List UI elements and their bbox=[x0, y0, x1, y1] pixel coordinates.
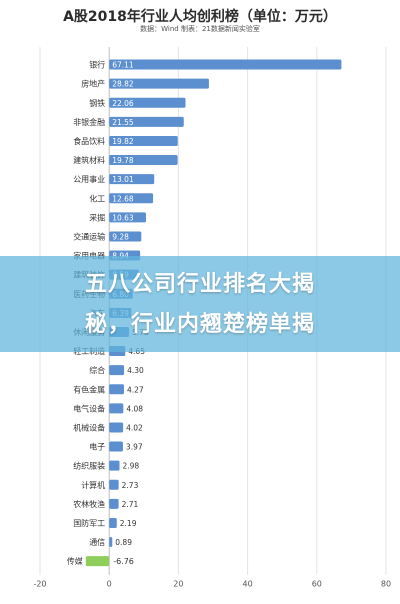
bar bbox=[109, 135, 178, 146]
category-label: 机械设备 bbox=[73, 422, 105, 432]
x-tick-label: 20 bbox=[173, 580, 183, 589]
data-label: 10.63 bbox=[112, 213, 134, 222]
category-label: 通信 bbox=[89, 537, 105, 547]
x-tick-label: -20 bbox=[33, 580, 46, 589]
bar bbox=[109, 365, 125, 376]
bar bbox=[109, 155, 178, 166]
bar bbox=[109, 517, 117, 528]
x-tick-label: 40 bbox=[243, 580, 253, 589]
chart-title: A股2018年行业人均创利榜（单位：万元） bbox=[63, 9, 337, 25]
bar bbox=[109, 231, 142, 242]
category-label: 电气设备 bbox=[73, 403, 105, 413]
category-label: 交通运输 bbox=[73, 231, 105, 241]
data-label: 2.98 bbox=[123, 462, 140, 471]
bar bbox=[109, 193, 154, 204]
data-label: 12.68 bbox=[112, 194, 134, 203]
category-label: 建筑材料 bbox=[73, 155, 105, 165]
bar bbox=[109, 174, 155, 185]
data-label: 4.30 bbox=[127, 366, 144, 375]
data-label: 4.08 bbox=[126, 404, 143, 413]
overlay-banner: 五八公司行业排名大揭 秘，行业内翘楚榜单揭 bbox=[0, 256, 400, 352]
category-label: 钢铁 bbox=[89, 98, 105, 108]
data-label: -6.76 bbox=[113, 557, 134, 566]
category-label: 化工 bbox=[89, 193, 105, 203]
category-label: 采掘 bbox=[89, 212, 105, 222]
data-label: 28.82 bbox=[112, 80, 134, 89]
data-label: 19.78 bbox=[112, 156, 134, 165]
data-label: 0.89 bbox=[115, 538, 132, 547]
category-label: 传媒 bbox=[67, 556, 83, 566]
data-label: 13.01 bbox=[112, 175, 134, 184]
category-label: 非银金融 bbox=[73, 117, 105, 127]
data-label: 22.06 bbox=[112, 99, 134, 108]
bar bbox=[109, 460, 120, 471]
bar bbox=[109, 498, 119, 509]
data-label: 4.02 bbox=[126, 423, 143, 432]
bar bbox=[109, 59, 342, 70]
data-label: 19.82 bbox=[112, 137, 134, 146]
bar bbox=[109, 537, 113, 548]
bar bbox=[109, 479, 119, 490]
data-label: 21.55 bbox=[112, 118, 134, 127]
data-label: 2.19 bbox=[120, 519, 137, 528]
data-label: 3.97 bbox=[126, 443, 143, 452]
data-label: 2.73 bbox=[122, 481, 139, 490]
data-label: 9.28 bbox=[112, 232, 129, 241]
banner-headline-line1: 五八公司行业排名大揭 bbox=[84, 272, 315, 297]
category-label: 综合 bbox=[89, 365, 105, 375]
bar bbox=[109, 97, 186, 108]
category-label: 农林牧渔 bbox=[73, 499, 105, 509]
data-label: 67.11 bbox=[112, 61, 134, 70]
category-label: 房地产 bbox=[81, 79, 105, 89]
category-label: 食品饮料 bbox=[73, 136, 105, 146]
category-label: 纺织服装 bbox=[73, 461, 105, 471]
banner-headline-line2: 秘，行业内翘楚榜单揭 bbox=[84, 312, 315, 337]
x-tick-label: 0 bbox=[107, 580, 112, 589]
x-tick-label: 60 bbox=[312, 580, 322, 589]
category-label: 公用事业 bbox=[73, 174, 105, 184]
category-label: 家用电器 bbox=[73, 251, 105, 261]
category-label: 计算机 bbox=[81, 480, 105, 490]
category-label: 国防军工 bbox=[73, 518, 105, 528]
bar bbox=[109, 116, 184, 127]
category-label: 电子 bbox=[89, 442, 105, 452]
category-label: 有色金属 bbox=[73, 384, 105, 394]
data-label: 2.71 bbox=[122, 500, 139, 509]
bar bbox=[109, 441, 123, 452]
category-label: 银行 bbox=[89, 60, 105, 70]
bar bbox=[109, 403, 124, 414]
bar bbox=[109, 384, 124, 395]
bar bbox=[109, 422, 124, 433]
chart-subtitle: 数据：Wind 制表：21数据新闻实验室 bbox=[140, 25, 260, 33]
data-label: 4.27 bbox=[127, 385, 144, 394]
bar bbox=[109, 78, 209, 89]
x-tick-label: 80 bbox=[381, 580, 391, 589]
bar bbox=[85, 556, 110, 567]
bar bbox=[109, 212, 146, 223]
